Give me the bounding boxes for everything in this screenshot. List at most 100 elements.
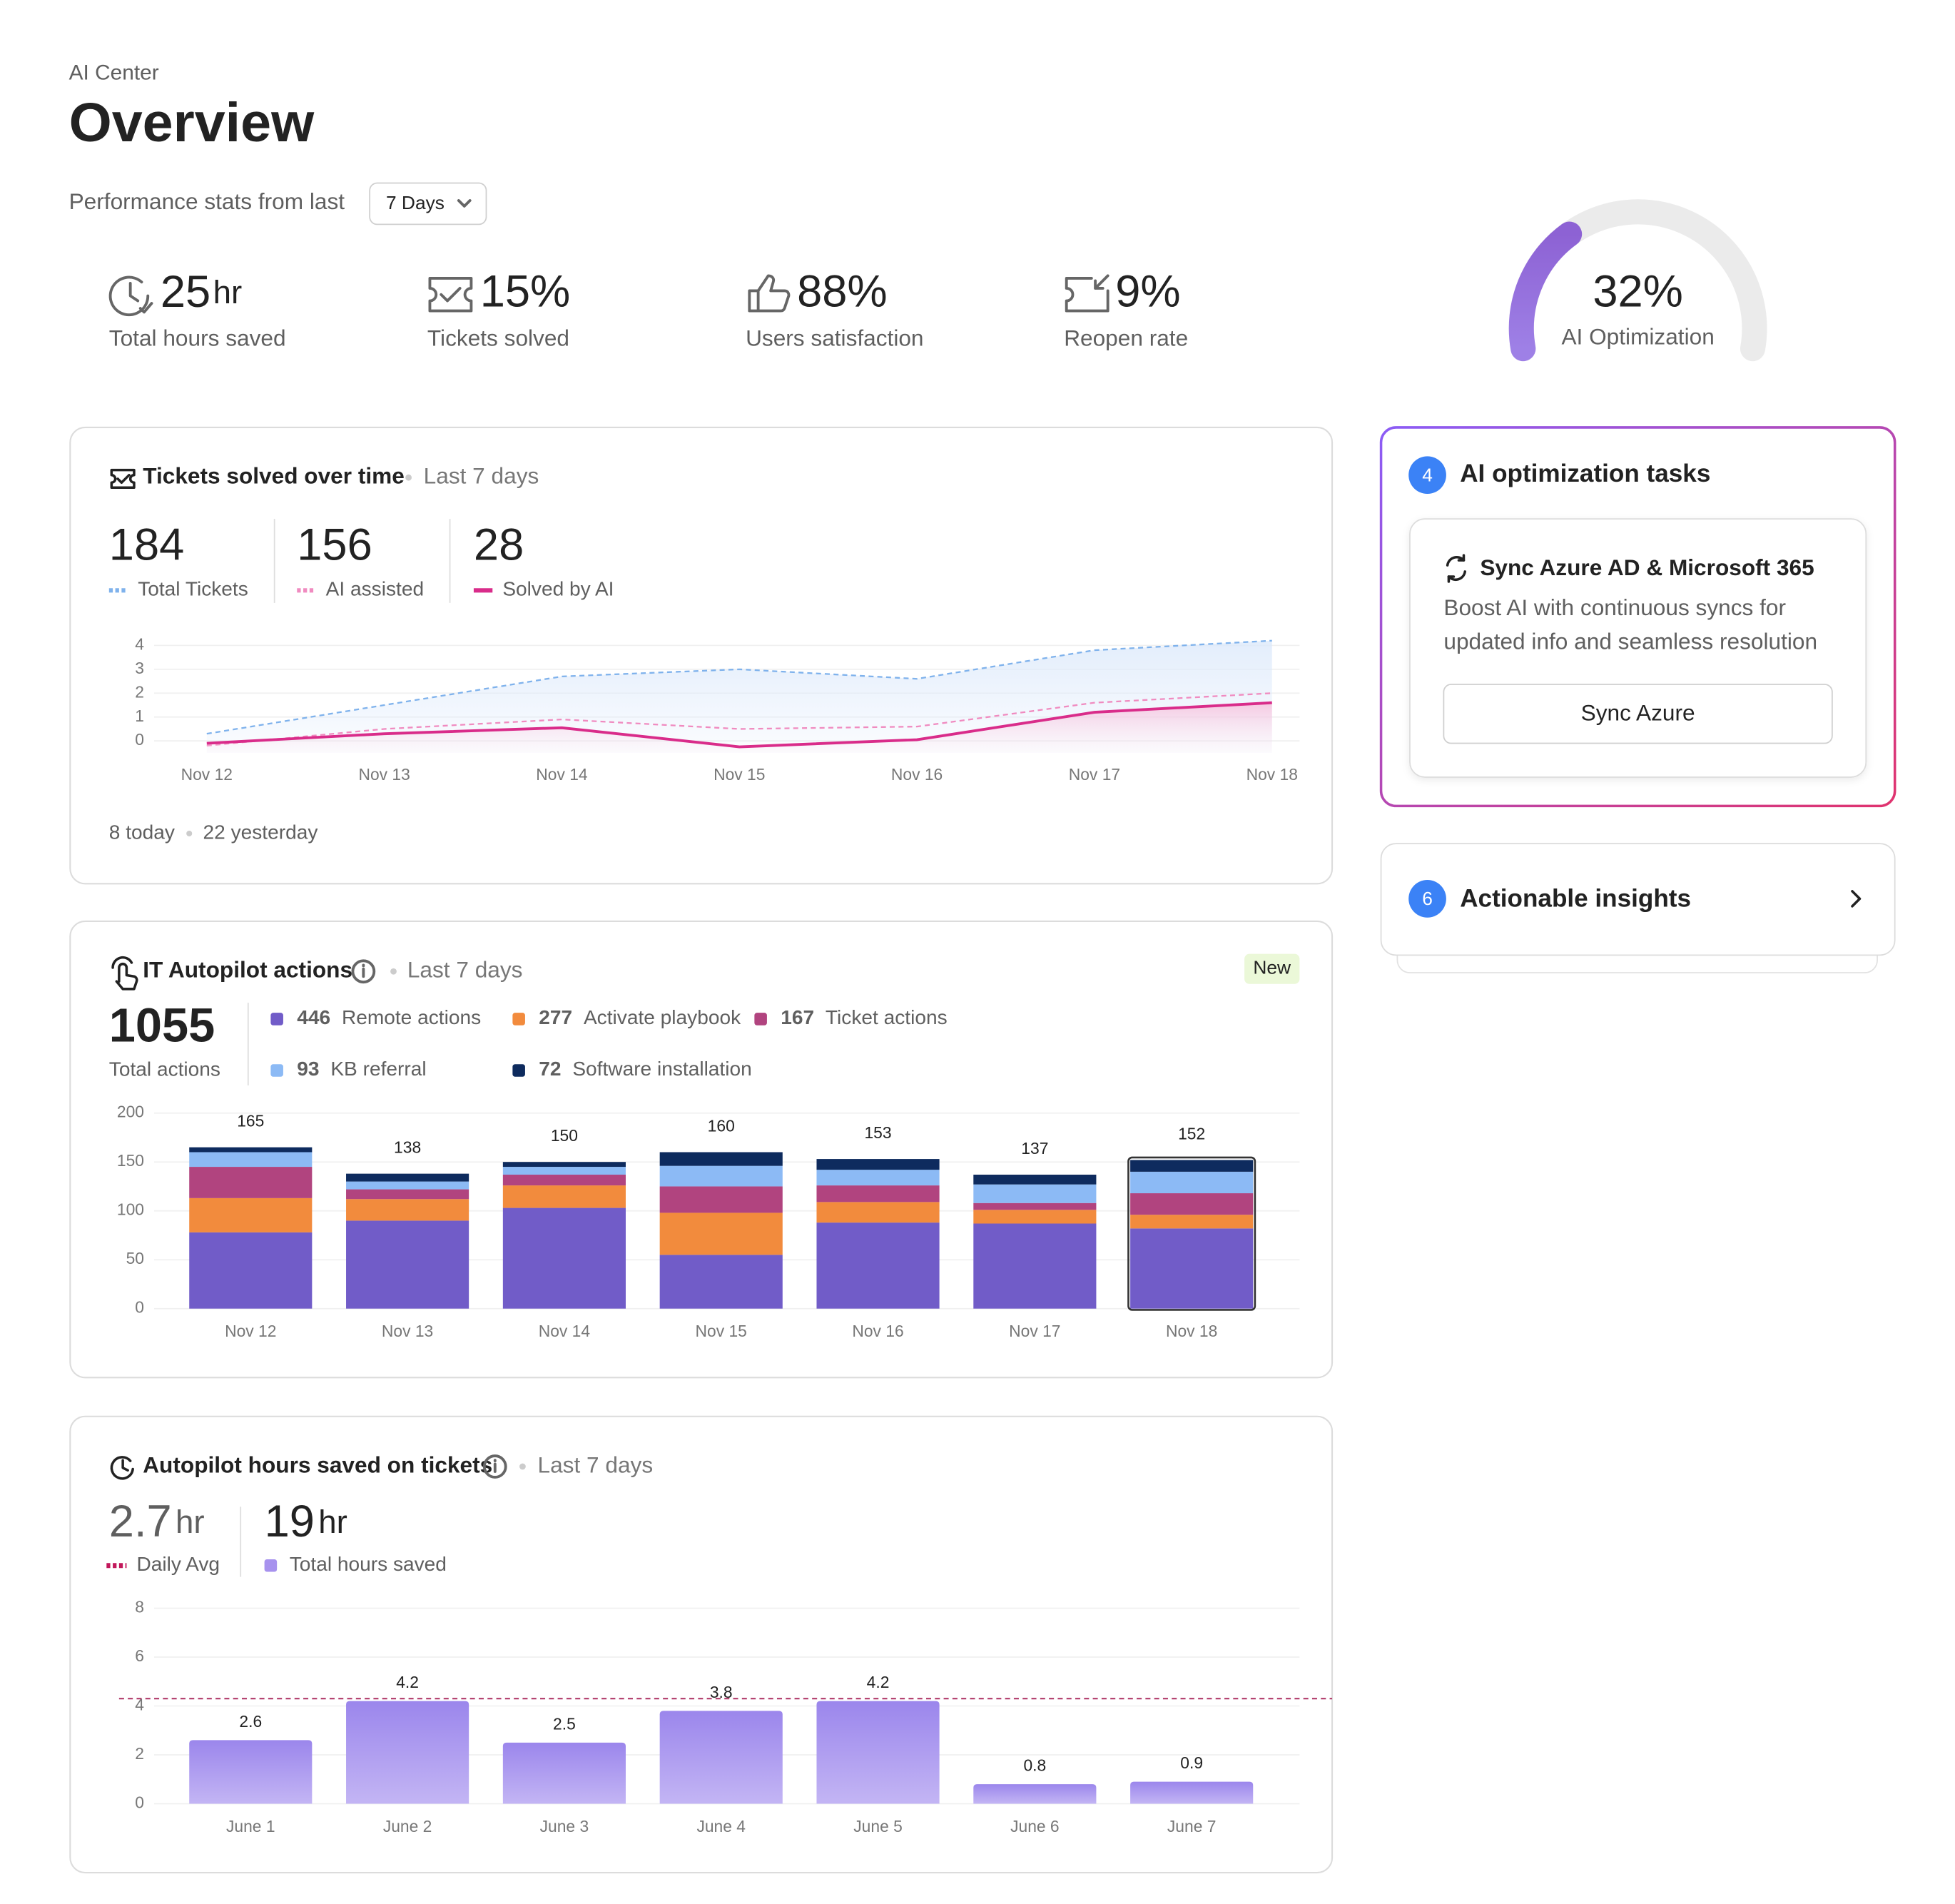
card-title: IT Autopilot actions <box>143 957 352 983</box>
selected-outline <box>1127 1156 1256 1311</box>
bar-segment <box>346 1181 469 1190</box>
stat-unit: hr <box>213 274 243 310</box>
task-description: Boost AI with continuous syncs for <box>1443 594 1786 620</box>
summary-number: 19 <box>265 1497 315 1546</box>
legend-label: KB referral <box>330 1058 426 1080</box>
summary-label: Daily Avg <box>136 1553 220 1575</box>
hand-icon <box>111 956 138 991</box>
count-text: 4 <box>1422 464 1433 485</box>
bar-segment <box>816 1222 940 1309</box>
x-tick-label: Nov 18 <box>1166 1322 1217 1340</box>
total-value: 1055 <box>109 1000 215 1053</box>
legend-marker <box>270 1013 283 1026</box>
legend-label: Ticket actions <box>826 1006 948 1028</box>
bar-segment <box>659 1165 783 1187</box>
legend-marker <box>512 1013 525 1026</box>
bar <box>973 1784 1097 1804</box>
x-tick-label: June 2 <box>383 1817 432 1835</box>
bar-segment <box>816 1202 940 1223</box>
bar-segment <box>1130 1228 1254 1309</box>
bar <box>346 1701 469 1804</box>
stat-label: Reopen rate <box>1064 325 1188 350</box>
y-tick-label: 100 <box>117 1200 144 1219</box>
count-badge <box>1408 880 1446 918</box>
footer-stat: 8 today <box>109 821 175 843</box>
bar-segment <box>502 1167 626 1175</box>
x-tick-label: Nov 15 <box>714 765 765 784</box>
bar-segment <box>502 1185 626 1208</box>
bar-segment <box>1130 1215 1254 1229</box>
page-title: Overview <box>69 92 315 153</box>
info-icon[interactable] <box>482 1454 507 1479</box>
footer-stat: 22 yesterday <box>203 821 318 843</box>
legend-entry: 167 Ticket actions <box>781 1006 947 1028</box>
insights-card[interactable] <box>1380 843 1896 956</box>
chevron-icon <box>1851 890 1862 908</box>
x-tick-label: June 4 <box>696 1817 746 1835</box>
bar <box>816 1701 940 1804</box>
bar-segment <box>659 1186 783 1213</box>
sync-button[interactable] <box>1443 684 1833 744</box>
summary-label: Total hours saved <box>290 1553 447 1575</box>
filter-dropdown[interactable] <box>369 182 487 226</box>
legend-entry: 72 Software installation <box>539 1058 751 1080</box>
bar-label: 0.8 <box>1023 1756 1046 1775</box>
legend-entry: 277 Activate playbook <box>539 1006 741 1028</box>
x-tick-label: Nov 13 <box>382 1322 433 1340</box>
total-label: Total actions <box>109 1058 220 1080</box>
bar-total: 160 <box>708 1116 735 1135</box>
bar-segment <box>1130 1193 1254 1215</box>
bar-segment <box>1130 1160 1254 1172</box>
summary-value: 28 <box>474 520 524 569</box>
card-period: Last 7 days <box>538 1452 654 1477</box>
legend-label: Software installation <box>572 1058 751 1080</box>
y-tick-label: 150 <box>117 1151 144 1170</box>
bar <box>189 1740 313 1804</box>
separator-dot <box>519 1463 526 1470</box>
bar-segment <box>973 1223 1097 1309</box>
x-tick-label: Nov 13 <box>358 765 410 784</box>
bar-segment <box>189 1152 313 1168</box>
bar-segment <box>189 1167 313 1198</box>
y-tick-label: 3 <box>135 659 144 677</box>
bar-segment <box>346 1199 469 1221</box>
bar-segment <box>1130 1171 1254 1194</box>
legend-entry: 93 KB referral <box>297 1058 426 1080</box>
stat-value: 9% <box>1115 266 1180 316</box>
legend-marker <box>754 1013 767 1026</box>
x-tick-label: June 7 <box>1167 1817 1217 1835</box>
line <box>206 692 1272 747</box>
area <box>206 702 1272 753</box>
ticket-icon <box>110 468 136 490</box>
tasks-title: AI optimization tasks <box>1460 460 1710 487</box>
legend-label: Remote actions <box>342 1006 481 1028</box>
y-tick-label: 50 <box>126 1249 144 1267</box>
count-badge <box>1408 456 1446 495</box>
bar-segment <box>346 1220 469 1309</box>
legend-count: 72 <box>539 1058 561 1080</box>
bar-total: 137 <box>1021 1139 1048 1158</box>
bar-segment <box>346 1189 469 1200</box>
card-period: Last 7 days <box>407 957 523 983</box>
stat-label: Total hours saved <box>109 325 286 350</box>
info-icon[interactable] <box>351 959 376 984</box>
bar-segment <box>973 1210 1097 1224</box>
x-tick-label: June 5 <box>853 1817 903 1835</box>
y-tick-label: 4 <box>135 1696 144 1714</box>
bar-segment <box>502 1175 626 1186</box>
stat-label: Users satisfaction <box>746 325 923 350</box>
y-tick-label: 200 <box>117 1103 144 1121</box>
y-tick-label: 0 <box>135 730 144 749</box>
bar-segment <box>189 1232 313 1309</box>
x-tick-label: Nov 17 <box>1009 1322 1060 1340</box>
bar-segment <box>816 1185 940 1202</box>
bar-total: 153 <box>864 1123 891 1142</box>
breadcrumb: AI Center <box>69 61 159 85</box>
y-tick-label: 2 <box>135 1744 144 1763</box>
bar-segment <box>816 1159 940 1170</box>
separator-dot <box>186 830 193 837</box>
gauge-label: AI Optimization <box>1561 324 1714 350</box>
summary-value: 19 hr <box>265 1497 347 1546</box>
line <box>206 701 1272 749</box>
